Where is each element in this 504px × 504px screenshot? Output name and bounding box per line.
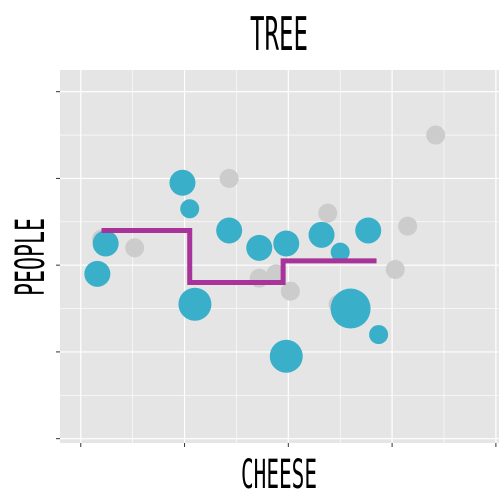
highlight-point bbox=[330, 288, 371, 329]
chart-title: TREE bbox=[250, 7, 308, 61]
highlight-point bbox=[369, 325, 389, 345]
y-axis-label: PEOPLE bbox=[8, 218, 54, 296]
highlight-point bbox=[180, 199, 200, 219]
highlight-point bbox=[169, 169, 196, 196]
highlight-point bbox=[330, 242, 350, 262]
background-point bbox=[385, 260, 405, 280]
highlight-point bbox=[178, 287, 212, 321]
highlight-point bbox=[216, 217, 243, 244]
highlight-points-layer bbox=[84, 169, 389, 373]
highlight-point bbox=[308, 221, 335, 248]
axis-ticks bbox=[56, 91, 497, 447]
background-point bbox=[426, 125, 446, 145]
step-line bbox=[101, 227, 377, 286]
background-point bbox=[266, 264, 286, 284]
highlight-point bbox=[92, 230, 119, 257]
x-axis-label: CHEESE bbox=[241, 452, 317, 498]
background-point bbox=[219, 168, 239, 188]
highlight-point bbox=[84, 260, 111, 287]
highlight-point bbox=[273, 230, 300, 257]
step-line-layer bbox=[101, 227, 377, 286]
background-point bbox=[398, 216, 418, 236]
highlight-point bbox=[355, 217, 382, 244]
highlight-point bbox=[246, 234, 273, 261]
background-point bbox=[125, 238, 145, 258]
background-point bbox=[318, 203, 338, 223]
highlight-point bbox=[269, 339, 303, 373]
background-point bbox=[280, 281, 300, 301]
